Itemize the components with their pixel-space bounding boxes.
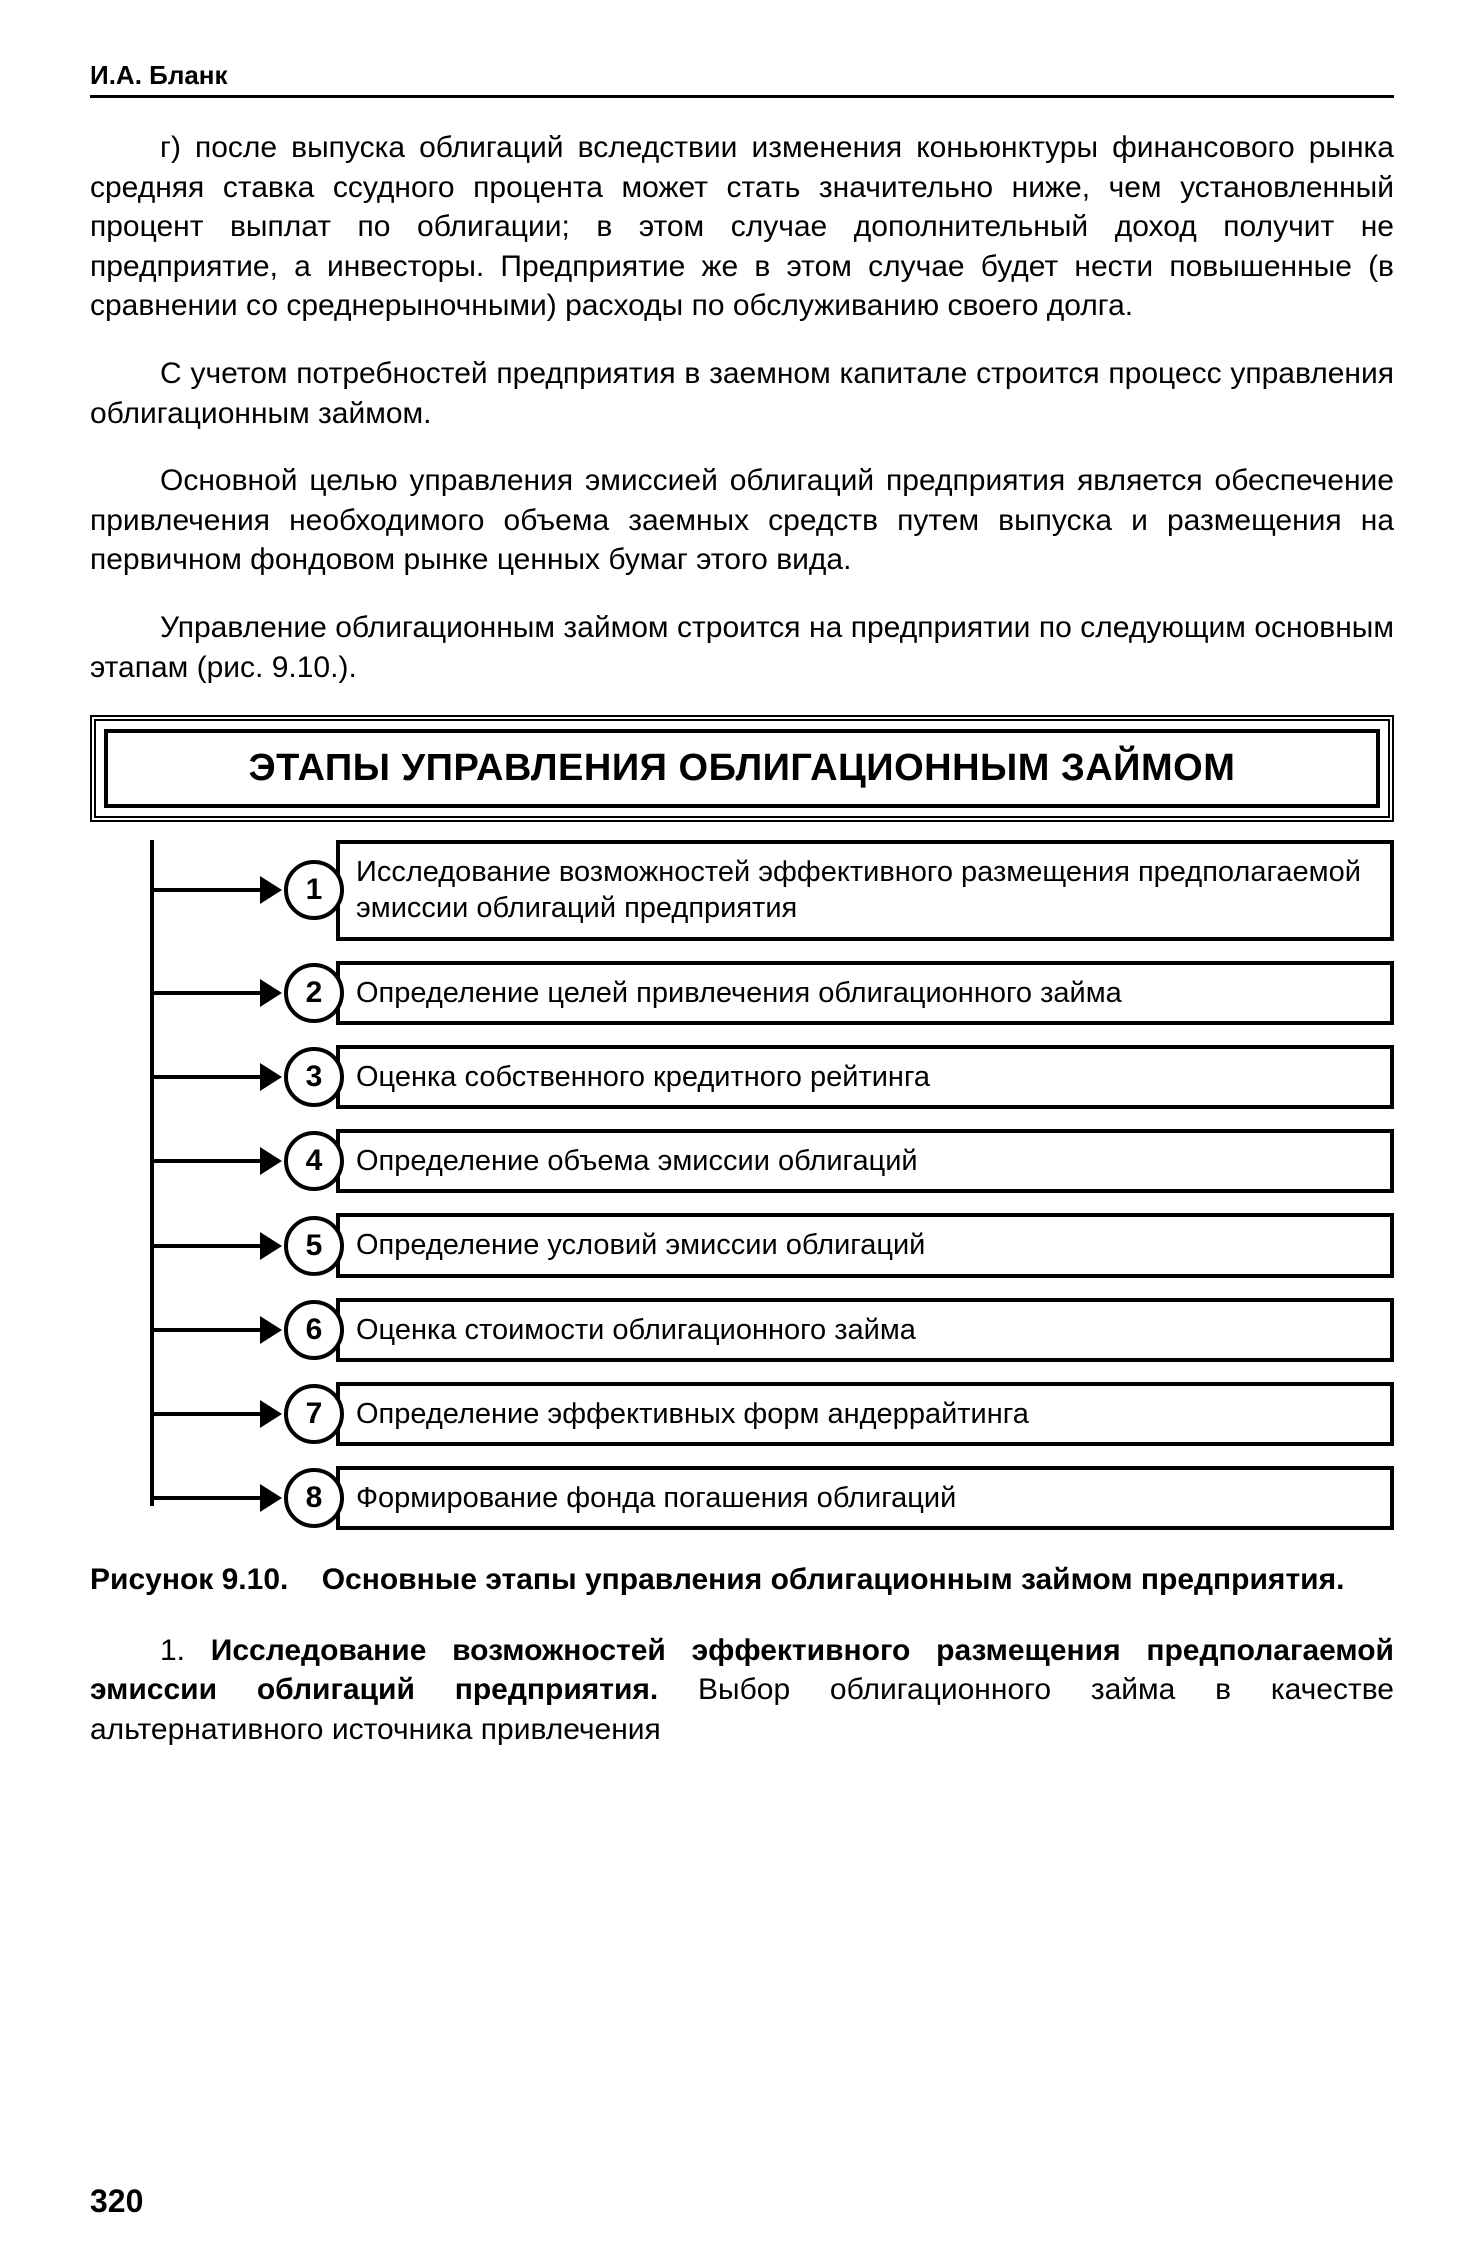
stage-row: 8 Формирование фонда погашения облигаций <box>150 1466 1394 1530</box>
stage-number-badge: 7 <box>284 1384 344 1444</box>
paragraph-goal: Основной целью управления эмиссией облиг… <box>90 461 1394 580</box>
stage-number-badge: 4 <box>284 1131 344 1191</box>
page-number: 320 <box>90 2183 143 2220</box>
branch-line <box>150 1328 260 1332</box>
point-1-number: 1. <box>160 1634 211 1667</box>
arrow-head-icon <box>260 1063 282 1091</box>
stage-number-badge: 5 <box>284 1216 344 1276</box>
paragraph-g: г) после выпуска облигаций вследствии из… <box>90 128 1394 326</box>
stage-row: 2 Определение целей привлечения облигаци… <box>150 961 1394 1025</box>
diagram-title: ЭТАПЫ УПРАВЛЕНИЯ ОБЛИГАЦИОННЫМ ЗАЙМОМ <box>104 729 1380 808</box>
stage-row: 3 Оценка собственного кредитного рейтинг… <box>150 1045 1394 1109</box>
stage-number-badge: 8 <box>284 1468 344 1528</box>
stage-number-badge: 2 <box>284 963 344 1023</box>
stage-row: 5 Определение условий эмиссии облигаций <box>150 1213 1394 1277</box>
branch-line <box>150 1159 260 1163</box>
stage-row: 7 Определение эффективных форм андеррайт… <box>150 1382 1394 1446</box>
stage-number-badge: 3 <box>284 1047 344 1107</box>
stage-row: 1 Исследование возможностей эффективного… <box>150 840 1394 941</box>
branch-line <box>150 1496 260 1500</box>
arrow-head-icon <box>260 1232 282 1260</box>
stages-diagram: ЭТАПЫ УПРАВЛЕНИЯ ОБЛИГАЦИОННЫМ ЗАЙМОМ 1 … <box>90 715 1394 1530</box>
stage-box: Определение объема эмиссии облигаций <box>336 1129 1394 1193</box>
stage-number-badge: 1 <box>284 860 344 920</box>
branch-line <box>150 991 260 995</box>
branch-line <box>150 1075 260 1079</box>
stage-box: Определение условий эмиссии облигаций <box>336 1213 1394 1277</box>
arrow-head-icon <box>260 1316 282 1344</box>
stage-row: 6 Оценка стоимости облигационного займа <box>150 1298 1394 1362</box>
book-page: И.А. Бланк г) после выпуска облигаций вс… <box>0 0 1484 2256</box>
figure-caption: Рисунок 9.10. Основные этапы управления … <box>90 1560 1394 1601</box>
stage-number-badge: 6 <box>284 1300 344 1360</box>
stage-row: 4 Определение объема эмиссии облигаций <box>150 1129 1394 1193</box>
stage-box: Оценка собственного кредитного рейтинга <box>336 1045 1394 1109</box>
stages-container: 1 Исследование возможностей эффективного… <box>90 840 1394 1530</box>
header-rule <box>90 95 1394 98</box>
stage-box: Определение эффективных форм андеррайтин… <box>336 1382 1394 1446</box>
arrow-head-icon <box>260 876 282 904</box>
paragraph-need: С учетом потребностей предприятия в заем… <box>90 354 1394 433</box>
arrow-head-icon <box>260 1400 282 1428</box>
branch-line <box>150 1412 260 1416</box>
stage-box: Исследование возможностей эффективного р… <box>336 840 1394 941</box>
arrow-head-icon <box>260 1147 282 1175</box>
arrow-head-icon <box>260 1484 282 1512</box>
branch-line <box>150 888 260 892</box>
caption-title: Основные этапы управления облигационным … <box>322 1563 1345 1596</box>
branch-line <box>150 1244 260 1248</box>
point-1-paragraph: 1. Исследование возможностей эффективног… <box>90 1631 1394 1750</box>
stage-box: Оценка стоимости облигационного займа <box>336 1298 1394 1362</box>
arrow-head-icon <box>260 979 282 1007</box>
running-head-author: И.А. Бланк <box>90 60 1394 91</box>
paragraph-stages-intro: Управление облигационным займом строится… <box>90 608 1394 687</box>
diagram-title-frame: ЭТАПЫ УПРАВЛЕНИЯ ОБЛИГАЦИОННЫМ ЗАЙМОМ <box>90 715 1394 822</box>
stage-box: Формирование фонда погашения облигаций <box>336 1466 1394 1530</box>
stage-box: Определение целей привлечения облигацион… <box>336 961 1394 1025</box>
caption-label: Рисунок 9.10. <box>90 1563 288 1596</box>
